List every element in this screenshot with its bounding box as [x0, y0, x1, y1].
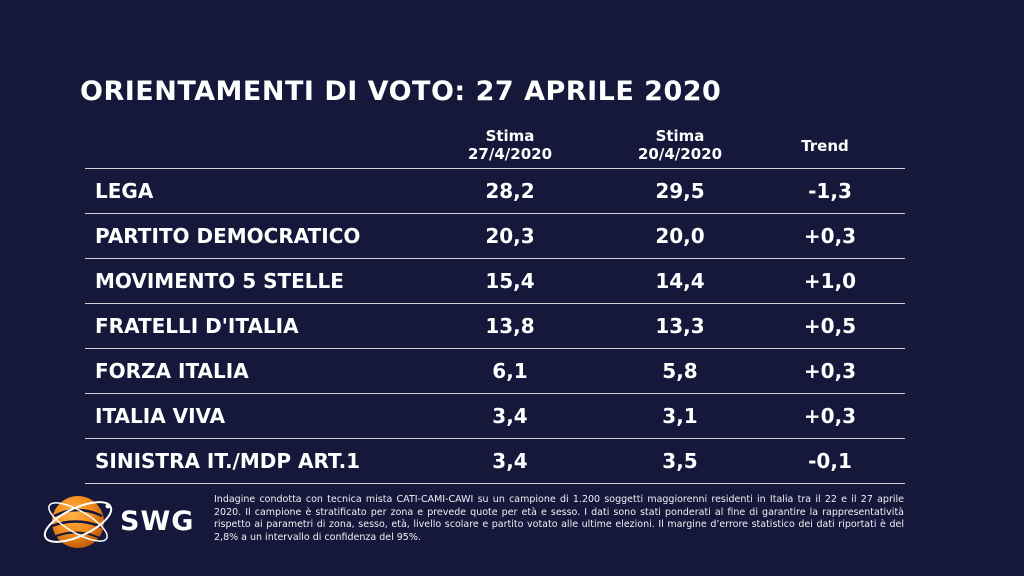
- trend-value: +0,5: [803, 314, 857, 338]
- estimate-current: 15,4: [485, 269, 535, 293]
- table-row: MOVIMENTO 5 STELLE 15,4 14,4 +1,0: [85, 258, 905, 303]
- column-header-line1: Stima: [655, 127, 705, 145]
- estimate-previous: 3,1: [662, 404, 698, 428]
- estimate-previous: 14,4: [655, 269, 705, 293]
- table-row: FRATELLI D'ITALIA 13,8 13,3 +0,5: [85, 303, 905, 348]
- estimate-previous: 20,0: [655, 224, 705, 248]
- methodology-note: Indagine condotta con tecnica mista CATI…: [214, 494, 904, 543]
- estimate-current: 28,2: [485, 179, 535, 203]
- table-row: PARTITO DEMOCRATICO 20,3 20,0 +0,3: [85, 213, 905, 258]
- party-name: SINISTRA IT./MDP ART.1: [95, 449, 361, 473]
- estimate-previous: 5,8: [662, 359, 698, 383]
- column-header-line2: 27/4/2020: [467, 145, 553, 163]
- column-header-line2: 20/4/2020: [637, 145, 723, 163]
- swg-globe-logo-icon: [43, 496, 113, 548]
- page-title: ORIENTAMENTI DI VOTO: 27 APRILE 2020: [80, 76, 722, 107]
- trend-value: -0,1: [808, 449, 852, 473]
- column-header-current: Stima 27/4/2020: [440, 127, 580, 163]
- column-header-line1: Trend: [801, 137, 849, 155]
- estimate-previous: 13,3: [655, 314, 705, 338]
- poll-table: LEGA 28,2 29,5 -1,3 PARTITO DEMOCRATICO …: [85, 168, 905, 484]
- party-name: PARTITO DEMOCRATICO: [95, 224, 361, 248]
- party-name: MOVIMENTO 5 STELLE: [95, 269, 344, 293]
- estimate-previous: 29,5: [655, 179, 705, 203]
- trend-value: -1,3: [808, 179, 852, 203]
- trend-value: +0,3: [803, 359, 857, 383]
- table-row: LEGA 28,2 29,5 -1,3: [85, 168, 905, 213]
- trend-value: +1,0: [803, 269, 857, 293]
- party-name: LEGA: [95, 179, 154, 203]
- column-header-previous: Stima 20/4/2020: [610, 127, 750, 163]
- party-name: FORZA ITALIA: [95, 359, 249, 383]
- estimate-current: 3,4: [492, 449, 528, 473]
- table-row: FORZA ITALIA 6,1 5,8 +0,3: [85, 348, 905, 393]
- estimate-current: 6,1: [492, 359, 528, 383]
- party-name: FRATELLI D'ITALIA: [95, 314, 299, 338]
- trend-value: +0,3: [803, 224, 857, 248]
- party-name: ITALIA VIVA: [95, 404, 226, 428]
- logo-text: SWG: [120, 506, 195, 537]
- column-header-line1: Stima: [485, 127, 535, 145]
- estimate-current: 3,4: [492, 404, 528, 428]
- estimate-previous: 3,5: [662, 449, 698, 473]
- table-row: SINISTRA IT./MDP ART.1 3,4 3,5 -0,1: [85, 438, 905, 484]
- trend-value: +0,3: [803, 404, 857, 428]
- table-row: ITALIA VIVA 3,4 3,1 +0,3: [85, 393, 905, 438]
- estimate-current: 13,8: [485, 314, 535, 338]
- estimate-current: 20,3: [485, 224, 535, 248]
- column-header-trend: Trend: [765, 137, 885, 155]
